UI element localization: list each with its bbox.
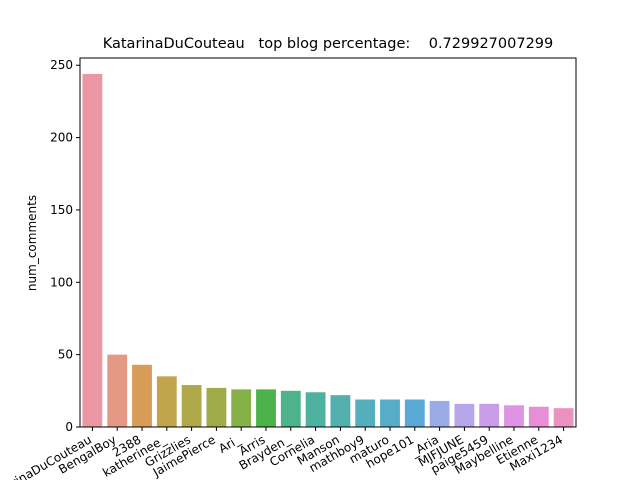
bar-16 [479,403,500,427]
bar-19 [553,408,574,427]
y-tick-label-4: 200 [50,131,73,145]
plot-frame [79,57,577,428]
bar-13 [404,399,425,427]
bars [82,73,574,428]
bar-4 [181,385,202,427]
bar-9 [305,392,326,427]
bar-6 [231,389,252,427]
y-tick-label-1: 50 [58,348,73,362]
y-axis-ticks: 0 50 100 150 200 250 [50,58,80,434]
bar-8 [280,390,301,427]
bar-18 [528,406,549,427]
y-tick-label-0: 0 [65,420,73,434]
bar-0 [82,73,103,428]
y-tick-label-5: 250 [50,58,73,72]
y-tick-label-3: 150 [50,203,73,217]
bar-15 [454,403,475,427]
bar-3 [156,376,177,427]
bar-11 [355,399,376,427]
y-axis-label: num_comments [25,195,39,291]
bar-12 [380,399,400,427]
bar-5 [206,387,227,427]
bar-14 [429,400,450,427]
bar-10 [330,395,351,427]
bar-2 [132,364,152,427]
bar-7 [256,389,276,427]
chart-title: KatarinaDuCouteau top blog percentage: 0… [103,36,554,52]
bar-17 [504,405,524,427]
y-tick-label-2: 100 [50,275,73,289]
bar-1 [107,354,128,427]
